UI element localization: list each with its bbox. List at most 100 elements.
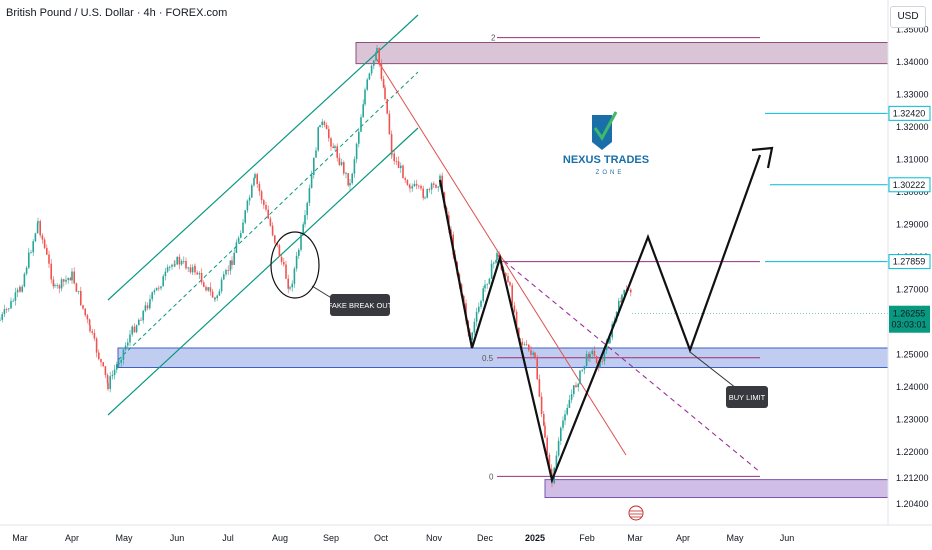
candle (310, 174, 313, 189)
x-tick-label: Oct (374, 533, 389, 543)
fake-breakout-circle (270, 231, 320, 299)
candle (293, 268, 296, 284)
candle (162, 276, 164, 287)
candle (176, 256, 178, 265)
x-tick-label: Mar (627, 533, 643, 543)
candle (473, 321, 476, 333)
candle (30, 252, 32, 254)
candle (91, 331, 93, 333)
candle (353, 159, 356, 174)
candle (23, 273, 26, 287)
candle (509, 282, 511, 286)
candle (402, 165, 404, 179)
candle (223, 274, 225, 280)
candle (518, 327, 520, 339)
candle (88, 319, 91, 326)
candle (258, 183, 261, 192)
candle (579, 370, 581, 384)
candle (120, 359, 122, 363)
candle (490, 263, 493, 279)
candle (251, 185, 253, 198)
candle (191, 267, 194, 273)
candle (267, 209, 269, 219)
candle (433, 183, 435, 185)
candle (349, 183, 351, 186)
candle (605, 342, 608, 351)
candle (218, 291, 221, 296)
candle (56, 285, 58, 287)
candle (608, 342, 610, 344)
candle (505, 273, 507, 277)
plot-area[interactable] (0, 0, 888, 525)
candle (495, 260, 497, 263)
candle (515, 311, 518, 328)
candle (525, 344, 528, 346)
candle (406, 179, 409, 185)
candle (418, 185, 420, 187)
candle (14, 292, 17, 301)
candle (135, 325, 138, 333)
x-tick-label: Dec (477, 533, 494, 543)
candle (118, 362, 120, 365)
candle (260, 191, 263, 201)
candle (588, 353, 590, 358)
candle (242, 222, 244, 234)
candle (409, 187, 411, 189)
candle (5, 309, 8, 310)
candle (95, 338, 98, 353)
y-tick-label: 1.20400 (896, 499, 929, 509)
candle (28, 252, 30, 268)
candle (274, 241, 276, 243)
candle (308, 188, 311, 203)
candle (543, 414, 545, 426)
candle (194, 266, 196, 273)
data-events-icon[interactable] (628, 505, 644, 521)
candle (375, 51, 377, 61)
candle (10, 300, 12, 309)
y-tick-label: 1.34000 (896, 57, 929, 67)
candle (334, 146, 336, 149)
candle (411, 186, 413, 189)
candle (475, 311, 478, 322)
candle (390, 134, 393, 155)
candle (364, 89, 366, 105)
candle (216, 295, 218, 299)
candle (345, 173, 347, 174)
buy-limit-box (726, 386, 768, 408)
candle (621, 294, 623, 303)
candle (321, 121, 323, 125)
candle (248, 197, 251, 201)
candle (71, 271, 73, 281)
candle (50, 263, 52, 280)
candle (65, 279, 67, 282)
candle (256, 174, 258, 184)
candle (426, 189, 428, 198)
candle (291, 283, 293, 288)
logo-icon (592, 111, 618, 150)
candle (511, 285, 513, 306)
y-tick-label: 1.23000 (896, 415, 929, 425)
candle (304, 215, 306, 225)
channel-upper (107, 14, 419, 301)
candle (21, 286, 23, 292)
candle (189, 267, 192, 273)
candle (428, 189, 431, 190)
candle (391, 153, 393, 155)
y-tick-label: 1.35000 (896, 25, 929, 35)
candle (1, 314, 3, 320)
price-tag (888, 105, 931, 121)
candle (246, 200, 249, 211)
candle (138, 319, 140, 326)
candle (300, 234, 302, 250)
candle (209, 287, 212, 292)
fib-label: 0.5 (482, 354, 494, 363)
candle (214, 298, 216, 300)
y-tick-label: 1.21200 (896, 473, 929, 483)
logo-name: NEXUS TRADES (563, 154, 649, 166)
candle (63, 279, 65, 282)
y-tick-label: 1.25000 (896, 350, 929, 360)
currency-selector[interactable]: USD (890, 6, 926, 28)
candle (155, 287, 158, 291)
